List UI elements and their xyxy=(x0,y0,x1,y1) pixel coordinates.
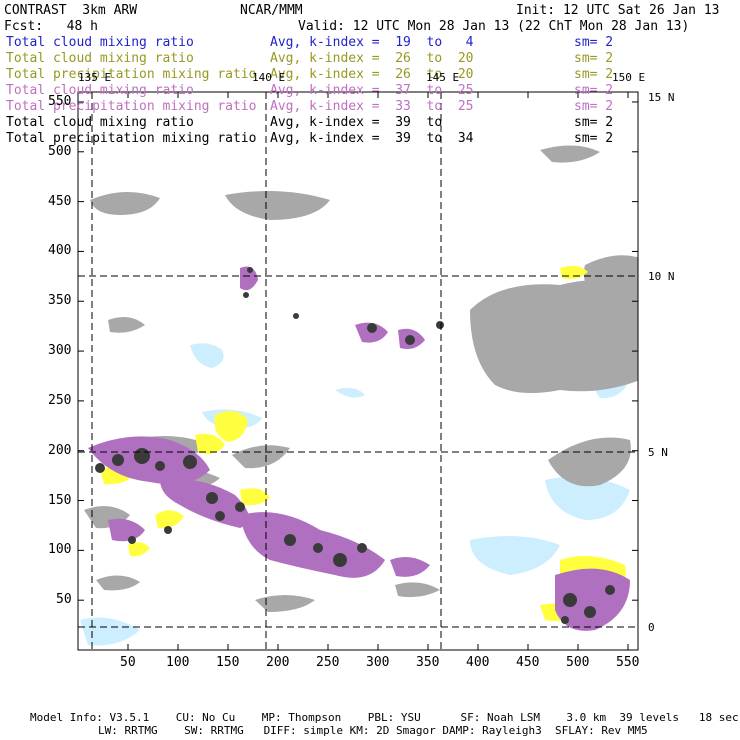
y-tick-label: 100 xyxy=(48,542,72,558)
legend-label: Total precipitation mixing ratio xyxy=(6,67,257,82)
dark-gray-cores xyxy=(95,267,615,624)
longitude-label: 150 E xyxy=(612,71,646,84)
purple-clouds xyxy=(88,266,630,631)
x-tick-label: 300 xyxy=(366,655,390,670)
legend-avg: Avg, k-index = 19 to 4 xyxy=(270,35,474,50)
y-tick-label: 200 xyxy=(48,442,72,458)
legend-label: Total precipitation mixing ratio xyxy=(6,131,257,146)
legend-sm: sm= 2 xyxy=(574,99,614,114)
x-tick-label: 400 xyxy=(466,655,490,670)
legend-avg: Avg, k-index = 39 to 34 xyxy=(270,131,474,146)
legend-sm: sm= 2 xyxy=(574,115,614,130)
legend-sm: sm= 2 xyxy=(574,35,614,50)
y-tick-label: 400 xyxy=(48,243,72,259)
legend-label: Total cloud mixing ratio xyxy=(6,83,194,98)
x-tick-label: 500 xyxy=(566,655,590,670)
x-tick-label: 50 xyxy=(120,655,136,670)
legend-label: Total cloud mixing ratio xyxy=(6,115,194,130)
legend-avg: Avg, k-index = 26 to 20 xyxy=(270,51,474,66)
x-tick-label: 450 xyxy=(516,655,540,670)
legend-sm: sm= 2 xyxy=(574,67,614,82)
latitude-label: 0 xyxy=(648,621,655,634)
latitude-label: 10 N xyxy=(648,270,675,283)
longitude-label: 140 E xyxy=(252,71,286,84)
latitude-label: 15 N xyxy=(648,91,675,104)
plot-frame xyxy=(77,91,639,651)
y-tick-label: 500 xyxy=(48,143,72,159)
axis-ticks xyxy=(78,92,638,650)
legend-avg: Avg, k-index = 39 to xyxy=(270,115,443,130)
x-tick-label: 100 xyxy=(166,655,190,670)
y-tick-label: 250 xyxy=(48,392,72,408)
valid-time: Valid: 12 UTC Mon 28 Jan 13 (22 ChT Mon … xyxy=(298,19,690,34)
x-tick-label: 150 xyxy=(216,655,240,670)
footer-model-info: Model Info: V3.5.1 CU: No Cu MP: Thompso… xyxy=(30,711,739,724)
legend-sm: sm= 2 xyxy=(574,51,614,66)
init-time: Init: 12 UTC Sat 26 Jan 13 xyxy=(516,3,720,18)
latitude-label: 5 N xyxy=(648,446,668,459)
graticule xyxy=(78,92,638,650)
x-tick-label: 550 xyxy=(616,655,640,670)
legend-label: Total precipitation mixing ratio xyxy=(6,99,257,114)
legend-avg: Avg, k-index = 33 to 25 xyxy=(270,99,474,114)
light-gray-clouds xyxy=(84,145,638,612)
legend-avg: Avg, k-index = 37 to 25 xyxy=(270,83,474,98)
footer-physics-info: LW: RRTMG SW: RRTMG DIFF: simple KM: 2D … xyxy=(98,724,648,737)
longitude-label: 145 E xyxy=(426,71,460,84)
x-tick-label: 350 xyxy=(416,655,440,670)
y-tick-label: 150 xyxy=(48,492,72,508)
forecast-hour: Fcst: 48 h xyxy=(4,19,98,34)
legend-sm: sm= 2 xyxy=(574,83,614,98)
y-tick-label: 550 xyxy=(48,93,72,109)
y-tick-label: 50 xyxy=(56,592,72,608)
y-tick-label: 450 xyxy=(48,193,72,209)
x-tick-label: 200 xyxy=(266,655,290,670)
longitude-label: 135 E xyxy=(78,71,112,84)
legend-label: Total cloud mixing ratio xyxy=(6,51,194,66)
legend-avg: Avg, k-index = 26 to 20 xyxy=(270,67,474,82)
legend-label: Total cloud mixing ratio xyxy=(6,35,194,50)
model-title: CONTRAST 3km ARW xyxy=(4,3,138,18)
center-name: NCAR/MMM xyxy=(240,3,303,18)
legend-sm: sm= 2 xyxy=(574,131,614,146)
y-tick-label: 300 xyxy=(48,343,72,359)
x-tick-label: 250 xyxy=(316,655,340,670)
y-tick-label: 350 xyxy=(48,293,72,309)
